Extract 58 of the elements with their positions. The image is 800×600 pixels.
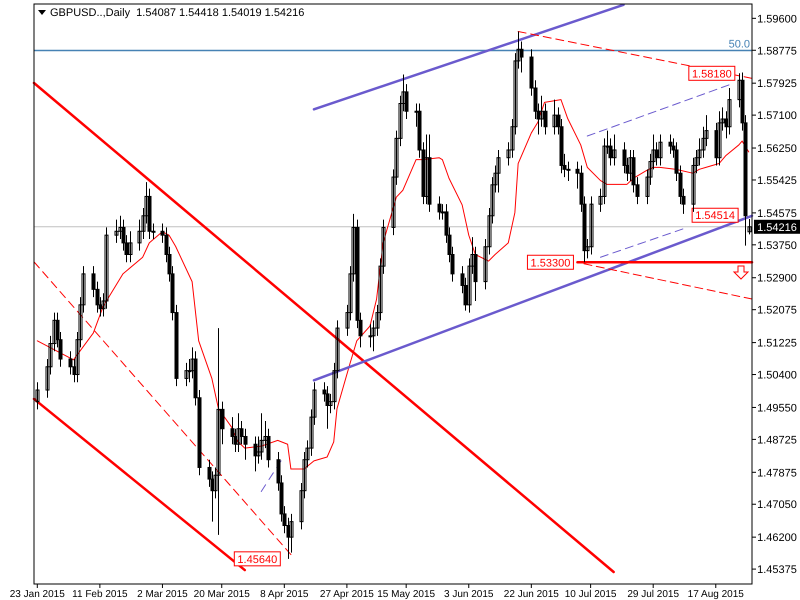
x-tick-label: 27 Apr 2015: [320, 589, 374, 600]
x-tick-label: 20 Mar 2015: [194, 589, 250, 600]
x-tick-label: 23 Jan 2015: [10, 589, 66, 600]
annotation: 50.0: [728, 38, 750, 50]
x-tick-label: 8 Apr 2015: [260, 589, 309, 600]
candlestick: [718, 110, 722, 166]
candlestick: [326, 386, 330, 430]
candlestick: [496, 149, 500, 194]
candlestick: [668, 134, 672, 154]
y-tick-label: 1.55425: [757, 174, 797, 187]
annotation: 1.58180: [692, 68, 732, 80]
candlestick: [424, 134, 428, 205]
y-tick-label: 1.46200: [757, 532, 797, 544]
chart-title: GBPUSD..,Daily 1.54087 1.54418 1.54019 1.54216: [50, 7, 304, 19]
candlestick: [114, 219, 118, 244]
candlestick: [728, 88, 732, 135]
ref-line-label: 1.54216: [757, 222, 797, 234]
x-tick-label: 2 Mar 2015: [137, 589, 188, 600]
y-tick-label: 1.58775: [757, 45, 797, 58]
annotation: 1.54514: [695, 210, 735, 222]
candlestick: [216, 328, 220, 536]
candlestick: [184, 362, 188, 387]
y-tick-label: 1.56250: [757, 143, 797, 156]
x-tick-label: 3 Jun 2015: [444, 589, 494, 600]
candlestick: [540, 95, 544, 128]
x-tick-label: 17 Aug 2015: [688, 589, 744, 600]
candlestick: [612, 134, 616, 166]
candlestick: [118, 215, 122, 240]
x-tick-label: 15 May 2015: [377, 589, 436, 600]
candlestick: [260, 412, 264, 460]
y-tick-label: 1.54575: [757, 208, 797, 220]
y-tick-label: 1.50400: [757, 370, 797, 382]
annotation: 1.45640: [237, 554, 278, 566]
candlestick: [236, 412, 240, 452]
candlestick: [254, 436, 258, 472]
y-tick-label: 1.59600: [757, 13, 797, 26]
y-tick-label: 1.49550: [757, 402, 797, 414]
annotation: 1.53300: [530, 257, 570, 270]
candlestick: [590, 196, 594, 256]
candlestick: [658, 134, 662, 166]
y-tick-label: 1.47050: [757, 499, 797, 512]
y-tick-label: 1.52075: [757, 304, 797, 317]
x-tick-label: 22 Jun 2015: [504, 589, 560, 600]
y-tick-label: 1.51225: [757, 338, 797, 350]
y-tick-label: 1.57925: [757, 78, 797, 90]
y-tick-label: 1.45375: [757, 564, 797, 576]
candlestick: [128, 230, 132, 263]
x-tick-label: 29 Jul 2015: [627, 589, 680, 600]
y-tick-label: 1.57100: [757, 110, 797, 122]
y-tick-label: 1.48725: [757, 434, 797, 446]
candlestick: [552, 99, 556, 135]
x-tick-label: 11 Feb 2015: [72, 589, 128, 600]
y-tick-label: 1.47875: [757, 467, 797, 480]
y-tick-label: 1.52900: [757, 272, 797, 285]
x-tick-label: 10 Jul 2015: [564, 589, 617, 600]
candlestick: [628, 149, 632, 182]
y-tick-label: 1.53750: [757, 240, 797, 252]
candlestick: [438, 196, 442, 220]
